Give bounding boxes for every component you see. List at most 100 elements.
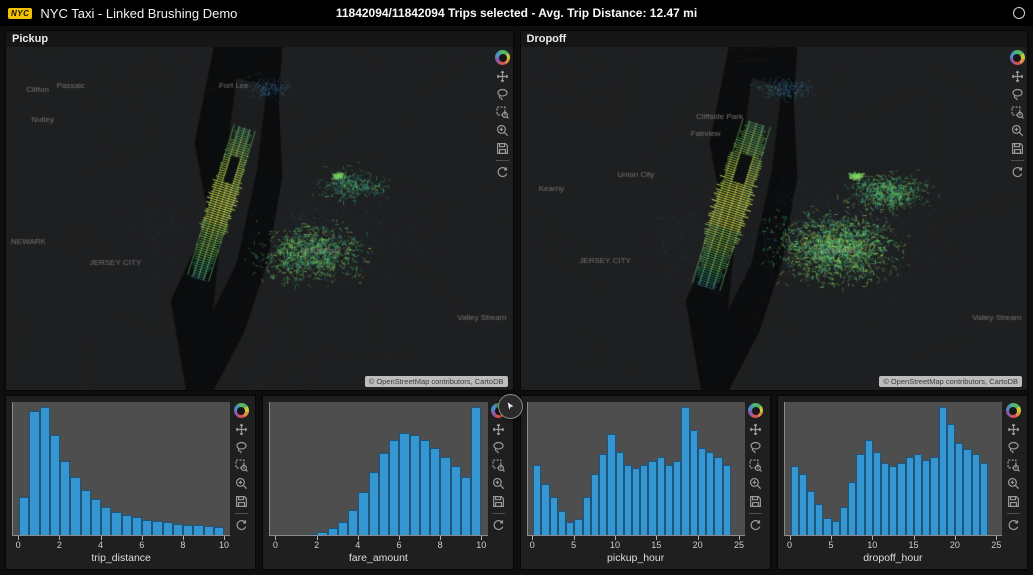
lasso-select-tool-button[interactable] <box>748 440 764 455</box>
save-tool-button[interactable] <box>495 141 511 156</box>
pickup-hour-plot[interactable] <box>526 402 745 536</box>
box-zoom-icon <box>1006 459 1020 472</box>
x-tick <box>398 536 400 540</box>
save-icon <box>1007 496 1019 507</box>
pan-tool-button[interactable] <box>748 422 764 437</box>
lasso-select-tool-button[interactable] <box>495 87 511 102</box>
box-zoom-icon <box>749 459 763 472</box>
lasso-select-icon <box>236 441 247 454</box>
save-tool-button[interactable] <box>491 494 507 509</box>
bokeh-logo-icon[interactable] <box>1009 50 1025 65</box>
dropoff-map[interactable]: © OpenStreetMap contributors, CartoDB <box>520 47 1027 390</box>
histogram-bar <box>574 518 583 535</box>
dropoff-map-toolbar <box>1009 50 1025 180</box>
histogram-bar <box>607 434 616 535</box>
histogram-bar <box>864 440 873 535</box>
reset-tool-button[interactable] <box>1005 518 1021 533</box>
x-tick-label: 10 <box>219 540 230 550</box>
reset-icon <box>1008 520 1018 531</box>
x-axis-label: dropoff_hour <box>863 552 923 564</box>
pickup-hour-toolbar <box>745 402 767 566</box>
x-tick-label: 5 <box>828 540 834 550</box>
histogram-bar <box>673 460 682 535</box>
histogram-bar <box>317 532 328 535</box>
box-zoom-tool-button[interactable] <box>491 458 507 473</box>
pan-tool-button[interactable] <box>1005 422 1021 437</box>
histogram-bar <box>101 506 112 535</box>
x-tick <box>532 536 534 540</box>
x-tick <box>18 536 20 540</box>
pickup-map[interactable]: © OpenStreetMap contributors, CartoDB <box>6 47 513 390</box>
bokeh-logo-icon[interactable] <box>748 403 764 418</box>
wheel-zoom-icon <box>492 477 505 490</box>
save-tool-button[interactable] <box>233 494 249 509</box>
x-axis: 0 2 4 6 8 10 <box>269 536 487 552</box>
histogram-bar <box>697 447 707 535</box>
wheel-zoom-tool-button[interactable] <box>1009 123 1025 138</box>
reset-tool-button[interactable] <box>491 518 507 533</box>
histogram-bar <box>831 521 840 535</box>
pan-icon <box>749 423 762 436</box>
lasso-select-tool-button[interactable] <box>233 440 249 455</box>
wheel-zoom-tool-button[interactable] <box>495 123 511 138</box>
x-tick <box>481 536 483 540</box>
reset-tool-button[interactable] <box>748 518 764 533</box>
reset-tool-button[interactable] <box>1009 165 1025 180</box>
box-zoom-tool-button[interactable] <box>1009 105 1025 120</box>
lasso-select-tool-button[interactable] <box>491 440 507 455</box>
save-icon <box>493 496 504 507</box>
wheel-zoom-tool-button[interactable] <box>748 476 764 491</box>
pickup-map-canvas[interactable] <box>6 47 513 390</box>
wheel-zoom-tool-button[interactable] <box>1005 476 1021 491</box>
lasso-select-tool-button[interactable] <box>1009 87 1025 102</box>
bokeh-logo-icon[interactable] <box>495 50 510 65</box>
bars-layer <box>785 402 1002 535</box>
trip-distance-histogram-panel: 0 2 4 6 8 10 trip_distance <box>5 395 257 570</box>
pan-tool-button[interactable] <box>495 69 511 84</box>
x-tick <box>357 536 359 540</box>
histogram-bar <box>872 451 882 535</box>
bokeh-logo-icon[interactable] <box>233 403 249 418</box>
save-tool-button[interactable] <box>1009 141 1025 156</box>
x-tick-label: 20 <box>692 540 703 550</box>
dropoff-map-canvas[interactable] <box>520 47 1027 390</box>
save-tool-button[interactable] <box>1005 494 1021 509</box>
histogram-bar <box>399 433 410 535</box>
busy-indicator-icon <box>1013 7 1025 19</box>
x-tick-label: 15 <box>651 540 662 550</box>
dropoff-map-title: Dropoff <box>526 33 567 45</box>
histogram-bar <box>632 467 641 535</box>
wheel-zoom-tool-button[interactable] <box>233 476 249 491</box>
x-tick-label: 10 <box>476 540 487 550</box>
fare-amount-plot[interactable] <box>269 402 488 536</box>
histogram-bar <box>90 499 102 535</box>
wheel-zoom-icon <box>750 477 762 490</box>
pan-tool-button[interactable] <box>491 422 507 437</box>
pan-tool-button[interactable] <box>1009 69 1025 84</box>
x-tick <box>275 536 277 540</box>
box-zoom-tool-button[interactable] <box>495 105 511 120</box>
reset-tool-button[interactable] <box>495 165 511 180</box>
x-tick-label: 6 <box>396 540 402 550</box>
save-tool-button[interactable] <box>748 494 764 509</box>
histogram-bar <box>590 474 600 535</box>
map-attribution-link[interactable]: © OpenStreetMap contributors, CartoDB <box>879 376 1022 387</box>
box-zoom-tool-button[interactable] <box>748 458 764 473</box>
x-axis-label: fare_amount <box>348 552 408 564</box>
map-attribution-link[interactable]: © OpenStreetMap contributors, CartoDB <box>364 376 508 387</box>
dropoff-hour-plot[interactable] <box>783 402 1002 536</box>
lasso-select-tool-button[interactable] <box>1005 440 1021 455</box>
trip-distance-plot[interactable] <box>12 402 231 536</box>
reset-tool-button[interactable] <box>233 518 249 533</box>
x-tick-label: 4 <box>355 540 361 550</box>
wheel-zoom-tool-button[interactable] <box>491 476 507 491</box>
cursor-indicator <box>498 394 523 419</box>
box-zoom-tool-button[interactable] <box>233 458 249 473</box>
histogram-bar <box>430 448 441 535</box>
nyc-logo: NYC <box>8 7 33 19</box>
box-zoom-tool-button[interactable] <box>1005 458 1021 473</box>
bokeh-logo-icon[interactable] <box>1005 403 1021 418</box>
x-tick-label: 20 <box>949 540 960 550</box>
pan-tool-button[interactable] <box>233 422 249 437</box>
x-tick <box>913 536 915 540</box>
